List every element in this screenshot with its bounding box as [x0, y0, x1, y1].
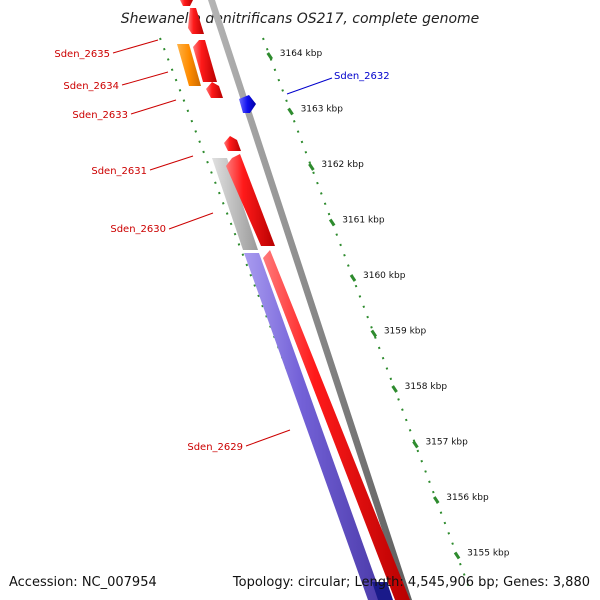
scale-tick-mark [266, 52, 273, 60]
gene-label-sden-2634[interactable]: Sden_2634 [63, 81, 119, 92]
scale-tick-label: 3156 kbp [446, 493, 489, 503]
gene-label-sden-2632[interactable]: Sden_2632 [334, 71, 390, 82]
scale-tick-mark [391, 385, 398, 393]
leader-line-sden-2629 [245, 429, 291, 447]
scale-ticks: 3164 kbp 3163 kbp 3162 kbp 3161 kbp 3160 kbp… [266, 49, 510, 560]
purple-feature-track [244, 253, 383, 600]
leader-line-sden-2633 [130, 99, 177, 115]
scale-tick-mark [433, 496, 440, 504]
scale-tick-label: 3158 kbp [405, 382, 448, 392]
leader-line-sden-2631 [149, 155, 194, 171]
gene-label-sden-2630[interactable]: Sden_2630 [110, 224, 166, 235]
gene-sden-2631-arrow [224, 136, 241, 151]
gene-label-sden-2629[interactable]: Sden_2629 [187, 442, 243, 453]
scale-tick-mark [370, 329, 378, 338]
gene-labels: Sden_2635 Sden_2634 Sden_2633 Sden_2632 … [54, 39, 390, 453]
gene-top-partial [180, 0, 193, 6]
leader-line-sden-2634 [121, 71, 169, 86]
scale-tick-label: 3160 kbp [363, 271, 406, 281]
gene-sden-2632-arrow [239, 95, 256, 113]
gene-sden-2633-arrow [206, 82, 223, 98]
scale-tick-label: 3157 kbp [425, 438, 468, 448]
feature-track-dotted-line [159, 37, 376, 600]
gene-sden-2635-arrow [188, 8, 204, 34]
orange-feature [177, 44, 201, 86]
gene-label-sden-2635[interactable]: Sden_2635 [54, 49, 110, 60]
accession-text: Accession: NC_007954 [9, 575, 157, 590]
scale-tick-label: 3161 kbp [342, 216, 385, 226]
purple-feature-end [372, 582, 393, 600]
scale-tick-mark [412, 440, 419, 449]
gene-sden-2630-arrow [226, 154, 275, 246]
scale-tick-mark [328, 218, 336, 227]
leader-line-sden-2630 [168, 212, 214, 230]
gene-label-sden-2631[interactable]: Sden_2631 [91, 166, 147, 177]
genome-summary-text: Topology: circular; Length: 4,545,906 bp… [232, 575, 590, 590]
scale-tick-label: 3155 kbp [467, 549, 510, 559]
map-title: Shewanella denitrificans OS217, complete… [121, 11, 480, 27]
scale-tick-label: 3162 kbp [321, 160, 364, 170]
genome-backbone [208, 0, 412, 600]
scale-tick-mark [349, 274, 357, 282]
leader-line-sden-2632 [286, 77, 333, 95]
scale-tick-mark [308, 163, 315, 171]
scale-tick-label: 3164 kbp [280, 49, 323, 59]
leader-line-sden-2635 [112, 39, 159, 54]
scale-tick-label: 3163 kbp [301, 105, 344, 115]
gene-sden-2634-arrow [193, 40, 217, 82]
scale-tick-label: 3159 kbp [384, 327, 427, 337]
scale-tick-mark [287, 107, 294, 116]
red-genes-group [180, 0, 410, 600]
gene-label-sden-2633[interactable]: Sden_2633 [72, 110, 128, 121]
gene-sden-2629-arrow [263, 250, 410, 600]
gray-feature-track [212, 158, 258, 250]
scale-tick-mark [453, 551, 461, 560]
